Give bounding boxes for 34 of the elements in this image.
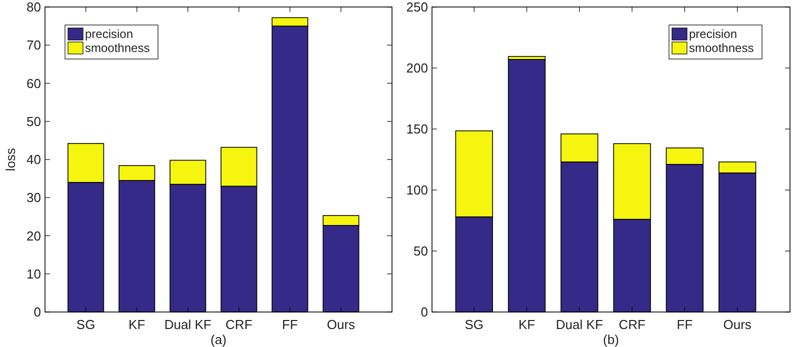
legend-label: smoothness — [85, 41, 150, 56]
y-tick-label: 30 — [26, 190, 41, 206]
y-tick-label: 20 — [26, 228, 41, 244]
y-tick-label: 70 — [26, 38, 41, 53]
y-tick-label: 10 — [26, 266, 41, 282]
y-tick-label: 40 — [26, 152, 41, 168]
x-tick-label: FF — [676, 317, 693, 332]
x-axis-title: (b) — [603, 332, 619, 347]
x-tick-label: CRF — [618, 317, 646, 332]
y-tick-label: 50 — [414, 244, 428, 259]
y-tick-label: 80 — [26, 0, 41, 15]
x-tick-label: Dual KF — [556, 317, 603, 332]
x-tick-label: KF — [128, 317, 146, 332]
x-tick-label: Ours — [326, 317, 356, 332]
x-axis-title: (a) — [210, 332, 226, 347]
x-tick-label: KF — [518, 317, 536, 332]
x-tick-label: SG — [76, 317, 96, 332]
x-tick-label: SG — [464, 317, 484, 332]
y-tick-label: 0 — [34, 304, 41, 320]
y-tick-label: 60 — [26, 76, 41, 91]
legend-label: precision — [689, 27, 738, 42]
y-tick-label: 200 — [406, 60, 428, 76]
legend-label: smoothness — [689, 41, 754, 56]
x-tick-label: Dual KF — [164, 317, 212, 332]
y-tick-label: 50 — [26, 114, 41, 129]
y-tick-label: 150 — [406, 122, 428, 137]
legend-label: precision — [85, 27, 134, 42]
y-axis-title: loss — [3, 147, 18, 172]
x-tick-label: CRF — [226, 317, 252, 332]
y-tick-label: 0 — [420, 304, 428, 320]
y-tick-label: 100 — [406, 182, 428, 198]
x-tick-label: FF — [282, 317, 298, 332]
x-tick-label: Ours — [723, 317, 752, 332]
y-tick-label: 250 — [406, 0, 428, 15]
